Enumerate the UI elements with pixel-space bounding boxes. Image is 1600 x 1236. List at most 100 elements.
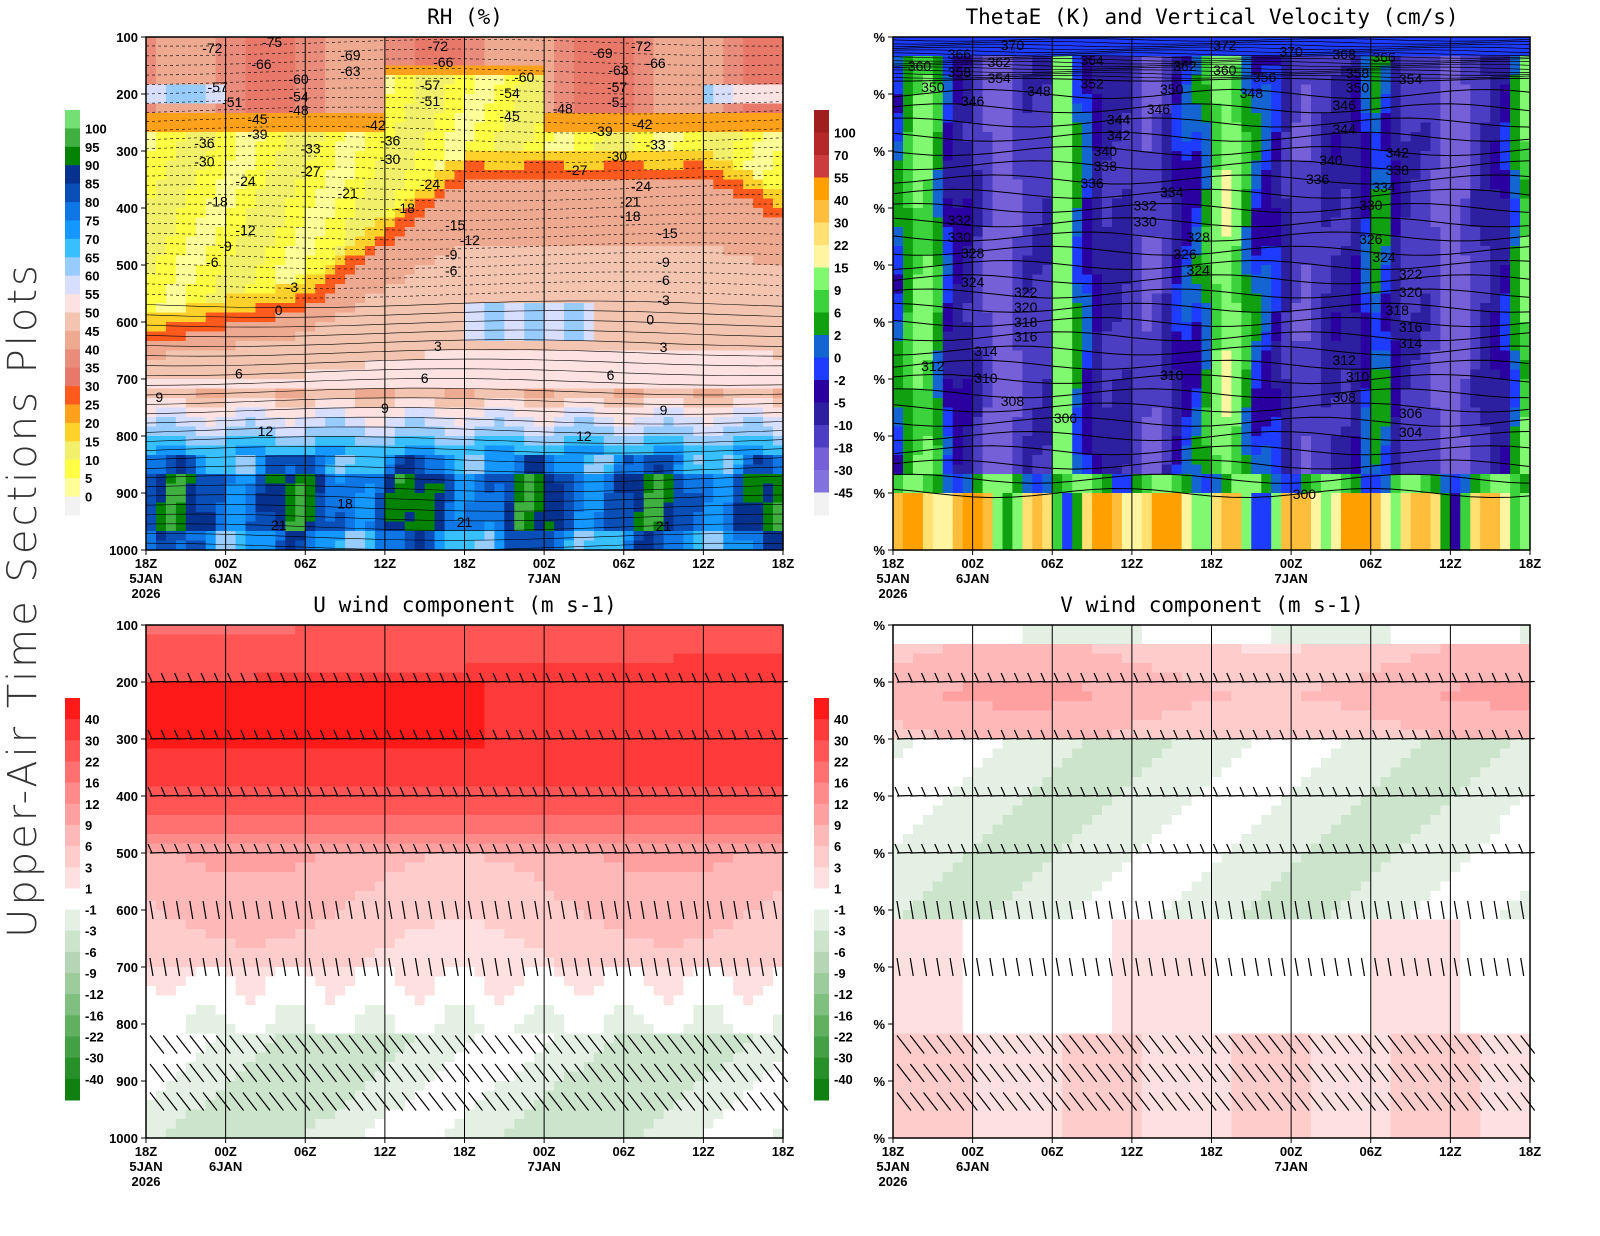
field-cell [335, 227, 346, 238]
field-cell [643, 217, 655, 228]
field-cell [205, 521, 217, 532]
field-cell [464, 46, 476, 57]
field-cell [763, 246, 774, 257]
field-cell [763, 236, 774, 247]
field-cell [773, 84, 784, 95]
field-cell [653, 113, 665, 124]
field-cell [743, 198, 754, 209]
field-cell [404, 445, 416, 456]
field-cell [623, 502, 635, 513]
field-cell [713, 445, 724, 456]
colorbar-label: 45 [85, 324, 99, 339]
field-cell [355, 255, 366, 266]
field-cell [404, 426, 416, 437]
field-cell [554, 341, 565, 352]
field-cell [414, 170, 426, 181]
field-cell [673, 37, 685, 48]
field-cell [574, 141, 585, 152]
field-cell [593, 474, 605, 485]
field-cell [215, 445, 227, 456]
field-cell [1032, 312, 1043, 323]
field-cell [156, 236, 167, 247]
field-cell [753, 274, 764, 285]
field-cell [484, 398, 495, 409]
field-cell [305, 255, 316, 266]
field-cell [633, 540, 645, 551]
field-cell [165, 284, 177, 295]
field-cell [763, 455, 774, 466]
field-cell [1042, 312, 1053, 323]
field-cell [195, 75, 207, 86]
field-cell [922, 322, 934, 333]
field-cell [1032, 122, 1043, 133]
field-cell [345, 331, 356, 342]
field-cell [723, 284, 734, 295]
field-cell [1112, 122, 1123, 133]
field-cell [195, 417, 207, 428]
field-cell [574, 312, 585, 323]
field-cell [424, 141, 436, 152]
field-cell [564, 293, 575, 304]
field-cell [175, 493, 187, 504]
field-cell [753, 265, 764, 276]
field-cell [663, 540, 675, 551]
field-cell [763, 521, 774, 532]
field-cell [554, 388, 565, 399]
field-cell [365, 483, 376, 494]
field-cell [1072, 426, 1083, 437]
field-cell [156, 388, 167, 399]
field-cell [932, 103, 944, 114]
contour-label: 21 [271, 517, 287, 533]
field-cell [743, 75, 754, 86]
field-cell [544, 274, 555, 285]
field-cell [952, 274, 964, 285]
field-cell [643, 388, 655, 399]
field-cell [962, 407, 974, 418]
field-cell [1121, 94, 1133, 105]
field-cell [345, 46, 356, 57]
field-cell [903, 274, 914, 285]
field-cell [424, 170, 436, 181]
field-cell [1022, 464, 1033, 475]
colorbar-label: 5 [85, 471, 92, 486]
field-cell [922, 379, 934, 390]
field-cell [165, 151, 177, 162]
field-cell [1102, 360, 1113, 371]
field-cell [733, 65, 744, 76]
field-cell [932, 46, 944, 57]
field-cell [763, 274, 774, 285]
field-cell [723, 426, 734, 437]
field-cell [404, 493, 416, 504]
field-cell [932, 303, 944, 314]
field-cell [384, 246, 396, 257]
field-cell [1032, 160, 1043, 171]
field-cell [1102, 493, 1113, 504]
field-cell [574, 65, 585, 76]
field-cell [683, 198, 695, 209]
field-cell [305, 322, 316, 333]
field-cell [156, 132, 167, 143]
field-cell [992, 331, 1004, 342]
field-cell [424, 293, 436, 304]
field-cell [524, 464, 535, 475]
colorbar-swatch [65, 459, 80, 479]
field-cell [992, 464, 1004, 475]
field-cell [534, 464, 545, 475]
colorbar-swatch [65, 128, 80, 148]
field-cell [554, 103, 565, 114]
field-cell [763, 151, 774, 162]
field-cell [1042, 474, 1053, 485]
field-cell [713, 265, 724, 276]
field-cell [743, 274, 754, 285]
field-cell [972, 122, 984, 133]
field-cell [583, 331, 595, 342]
field-cell [146, 189, 157, 200]
field-cell [733, 369, 744, 380]
field-cell [773, 37, 784, 48]
field-cell [952, 132, 964, 143]
field-cell [404, 132, 416, 143]
field-cell [534, 274, 545, 285]
field-cell [942, 331, 954, 342]
field-cell [374, 502, 386, 513]
field-cell [534, 369, 545, 380]
